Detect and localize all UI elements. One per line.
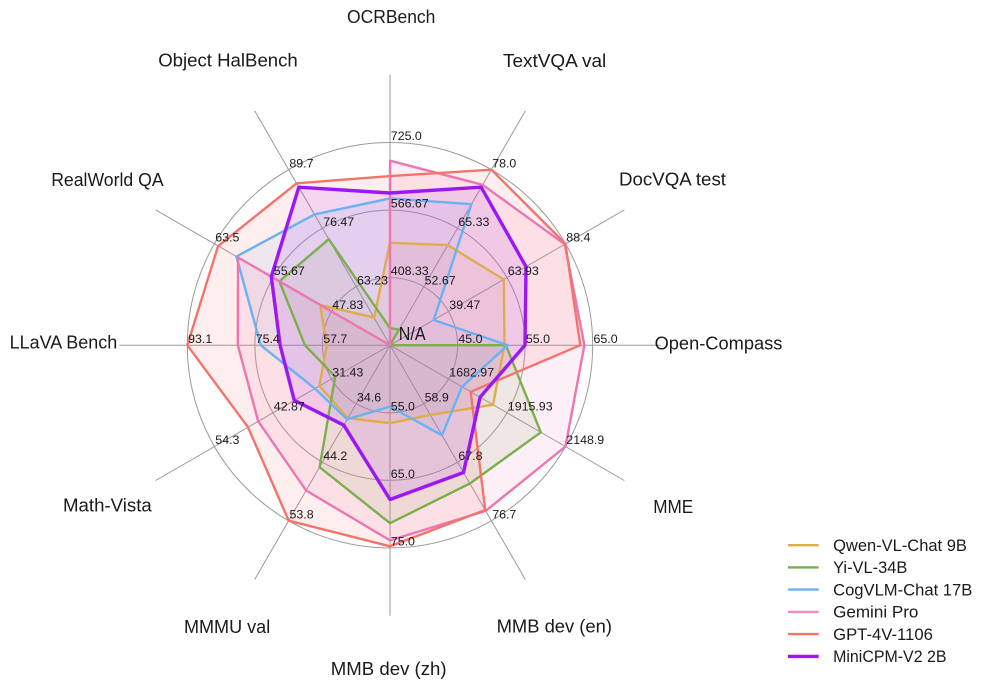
svg-text:Open-Compass: Open-Compass <box>655 334 783 355</box>
svg-text:63.93: 63.93 <box>508 264 539 278</box>
svg-text:MiniCPM-V2 2B: MiniCPM-V2 2B <box>833 648 946 666</box>
svg-text:93.1: 93.1 <box>188 332 212 346</box>
svg-text:TextVQA val: TextVQA val <box>503 51 606 72</box>
svg-text:42.87: 42.87 <box>274 399 305 413</box>
svg-text:MME: MME <box>653 497 693 518</box>
svg-text:57.7: 57.7 <box>323 332 347 346</box>
svg-text:65.33: 65.33 <box>458 215 489 229</box>
svg-text:55.67: 55.67 <box>274 264 305 278</box>
svg-text:DocVQA test: DocVQA test <box>619 170 727 191</box>
svg-text:Gemini Pro: Gemini Pro <box>833 604 918 622</box>
svg-text:63.23: 63.23 <box>357 273 388 287</box>
svg-text:408.33: 408.33 <box>391 264 429 278</box>
svg-text:78.0: 78.0 <box>492 156 516 170</box>
svg-text:63.5: 63.5 <box>215 230 239 244</box>
svg-text:34.6: 34.6 <box>357 390 381 404</box>
svg-text:1682.97: 1682.97 <box>449 366 494 380</box>
svg-text:44.2: 44.2 <box>323 449 347 463</box>
svg-text:53.8: 53.8 <box>290 507 314 521</box>
svg-text:55.0: 55.0 <box>526 332 550 346</box>
svg-text:GPT-4V-1106: GPT-4V-1106 <box>833 626 933 644</box>
svg-text:RealWorld QA: RealWorld QA <box>51 170 164 191</box>
svg-text:Qwen-VL-Chat 9B: Qwen-VL-Chat 9B <box>833 537 967 555</box>
svg-text:55.0: 55.0 <box>391 399 415 413</box>
svg-text:1915.93: 1915.93 <box>508 399 553 413</box>
svg-text:OCRBench: OCRBench <box>347 7 435 28</box>
svg-text:88.4: 88.4 <box>566 231 590 245</box>
svg-text:LLaVA Bench: LLaVA Bench <box>10 332 118 353</box>
svg-text:76.7: 76.7 <box>492 507 516 521</box>
svg-text:Math-Vista: Math-Vista <box>63 496 152 517</box>
svg-text:75.0: 75.0 <box>391 535 415 549</box>
svg-text:N/A: N/A <box>399 323 426 344</box>
svg-text:76.47: 76.47 <box>323 215 354 229</box>
svg-text:Object HalBench: Object HalBench <box>158 51 298 72</box>
svg-text:65.0: 65.0 <box>391 467 415 481</box>
svg-text:47.83: 47.83 <box>332 298 363 312</box>
svg-text:Yi-VL-34B: Yi-VL-34B <box>833 559 907 577</box>
svg-text:31.43: 31.43 <box>332 366 363 380</box>
svg-text:MMMU val: MMMU val <box>184 617 270 638</box>
svg-text:89.7: 89.7 <box>289 156 313 170</box>
svg-text:54.3: 54.3 <box>215 433 239 447</box>
svg-text:MMB dev (zh): MMB dev (zh) <box>331 659 447 680</box>
svg-text:39.47: 39.47 <box>449 298 480 312</box>
svg-text:65.0: 65.0 <box>594 332 618 346</box>
svg-text:52.67: 52.67 <box>425 273 456 287</box>
svg-text:CogVLM-Chat 17B: CogVLM-Chat 17B <box>833 581 972 599</box>
svg-text:75.4: 75.4 <box>256 332 280 346</box>
svg-text:58.9: 58.9 <box>425 390 449 404</box>
svg-text:45.0: 45.0 <box>458 332 482 346</box>
svg-text:2148.9: 2148.9 <box>566 433 604 447</box>
svg-text:566.67: 566.67 <box>391 197 429 211</box>
svg-text:725.0: 725.0 <box>391 129 422 143</box>
svg-text:67.8: 67.8 <box>458 449 482 463</box>
svg-text:MMB dev (en): MMB dev (en) <box>497 617 612 638</box>
